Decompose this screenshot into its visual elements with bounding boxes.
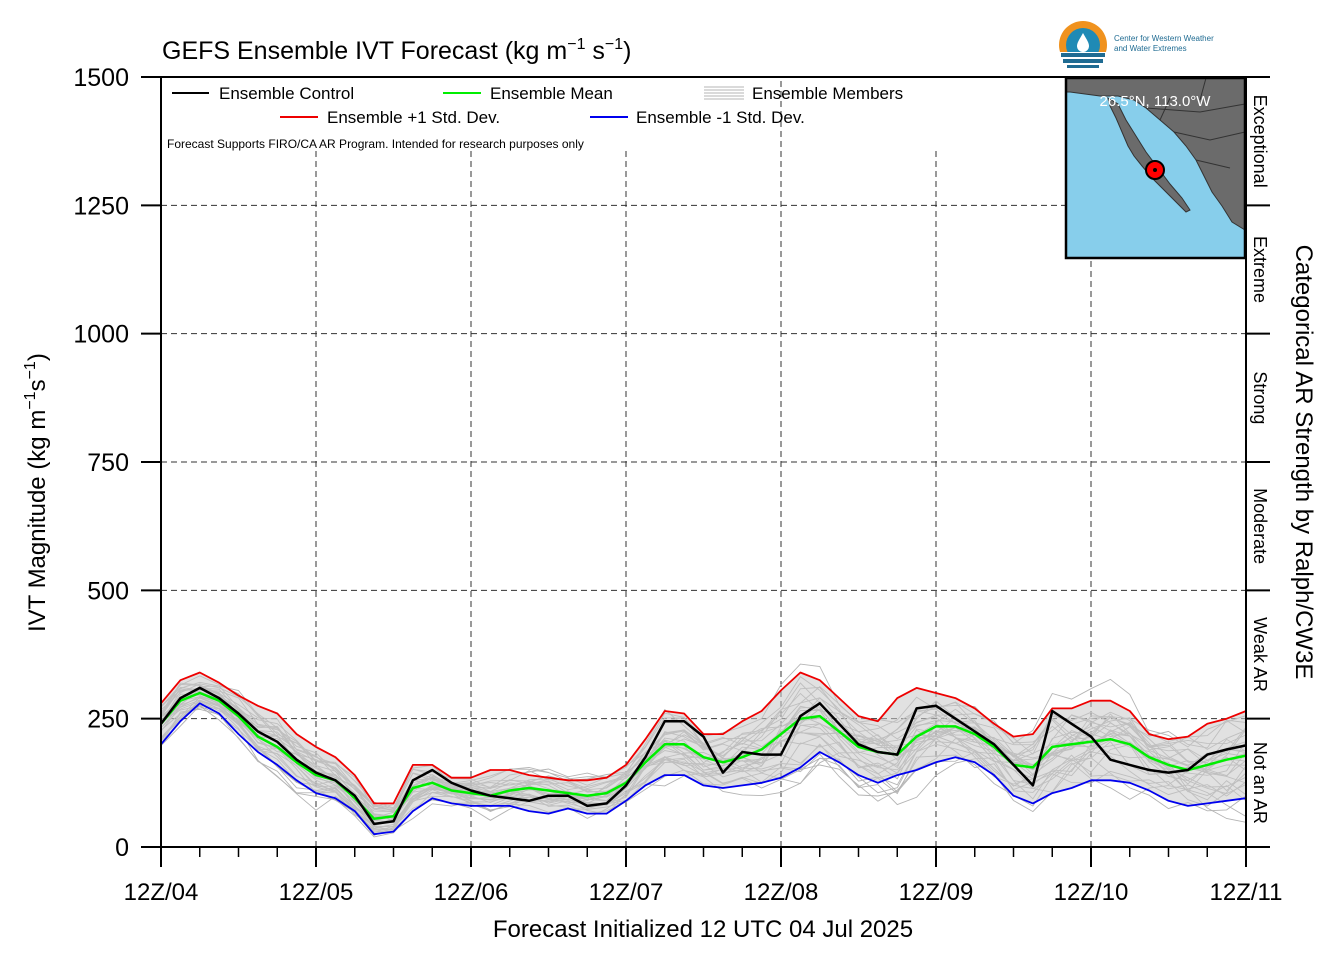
category-label: Exceptional (1250, 95, 1270, 188)
series-layer (160, 671, 1247, 836)
chart-title-main: GEFS Ensemble IVT Forecast (kg m (162, 37, 567, 65)
category-label: Extreme (1250, 236, 1270, 303)
x-axis: 12Z/04 12Z/05 12Z/06 12Z/07 12Z/08 12Z/09 12Z/… (124, 847, 1283, 906)
x-tick-label: 12Z/10 (1054, 879, 1129, 906)
grid-lines (161, 77, 1246, 847)
ar-category-axis: Not an AR Weak AR Moderate Strong Extreme Exc… (1246, 76, 1270, 848)
research-note: Forecast Supports FIRO/CA AR Program. In… (167, 137, 584, 151)
legend: Ensemble Control Ensemble Mean Ensemble … (172, 84, 903, 127)
legend-label-mean: Ensemble Mean (490, 84, 613, 103)
ylabel-exp2: −1 (22, 361, 39, 379)
ylabel-main: IVT Magnitude (kg m (24, 410, 51, 632)
y-axis-label: IVT Magnitude (kg m−1s−1) (22, 353, 51, 632)
legend-label-members: Ensemble Members (752, 84, 903, 103)
legend-label-plus-std: Ensemble +1 Std. Dev. (327, 108, 500, 127)
x-tick-label: 12Z/06 (434, 879, 509, 906)
y-tick-label: 1250 (73, 192, 129, 220)
chart-title: GEFS Ensemble IVT Forecast (kg m−1 s−1) (162, 36, 632, 65)
legend-label-control: Ensemble Control (219, 84, 354, 103)
ylabel-mid: s (24, 379, 51, 391)
cw3e-logo: Center for Western Weather and Water Ext… (1059, 21, 1214, 70)
y-axis: 0 250 500 750 1000 1250 1500 (73, 64, 161, 862)
y-tick-label: 1000 (73, 321, 129, 349)
chart-title-end: ) (623, 37, 631, 65)
inset-land-baja (1107, 96, 1191, 213)
ylabel-exp1: −1 (22, 391, 39, 409)
category-label: Strong (1250, 371, 1270, 424)
category-label: Moderate (1250, 488, 1270, 564)
inset-map: 26.5°N, 113.0°W (1064, 76, 1247, 260)
category-label: Not an AR (1250, 742, 1270, 824)
ylabel-end: ) (24, 353, 51, 361)
x-tick-label: 12Z/07 (589, 879, 664, 906)
logo-text-line2: and Water Extremes (1114, 44, 1187, 53)
x-axis-label: Forecast Initialized 12 UTC 04 Jul 2025 (493, 916, 913, 943)
x-tick-label: 12Z/04 (124, 879, 199, 906)
y-tick-label: 1500 (73, 64, 129, 92)
chart-title-mid: s (585, 37, 604, 65)
x-tick-label: 12Z/11 (1210, 879, 1283, 906)
control-line (160, 686, 1247, 826)
y-tick-label: 250 (87, 706, 129, 734)
legend-label-minus-std: Ensemble -1 Std. Dev. (636, 108, 805, 127)
legend-swatch-members (704, 86, 744, 100)
y-tick-label: 500 (87, 577, 129, 605)
inset-location-label: 26.5°N, 113.0°W (1100, 93, 1212, 110)
x-tick-label: 12Z/09 (899, 879, 974, 906)
y-tick-label: 750 (87, 449, 129, 477)
chart-title-exp1: −1 (567, 36, 585, 53)
x-tick-label: 12Z/05 (279, 879, 354, 906)
inset-borders (1145, 77, 1246, 169)
plus-std-line (160, 671, 1247, 805)
logo-text-line1: Center for Western Weather (1114, 34, 1214, 43)
chart-title-exp2: −1 (605, 36, 623, 53)
right-axis-label: Categorical AR Strength by Ralph/CW3E (1290, 245, 1317, 680)
category-label: Weak AR (1250, 617, 1270, 692)
std-dev-band (161, 672, 1246, 835)
x-tick-label: 12Z/08 (744, 879, 819, 906)
y-tick-label: 0 (115, 834, 129, 862)
minus-std-line (160, 702, 1247, 836)
